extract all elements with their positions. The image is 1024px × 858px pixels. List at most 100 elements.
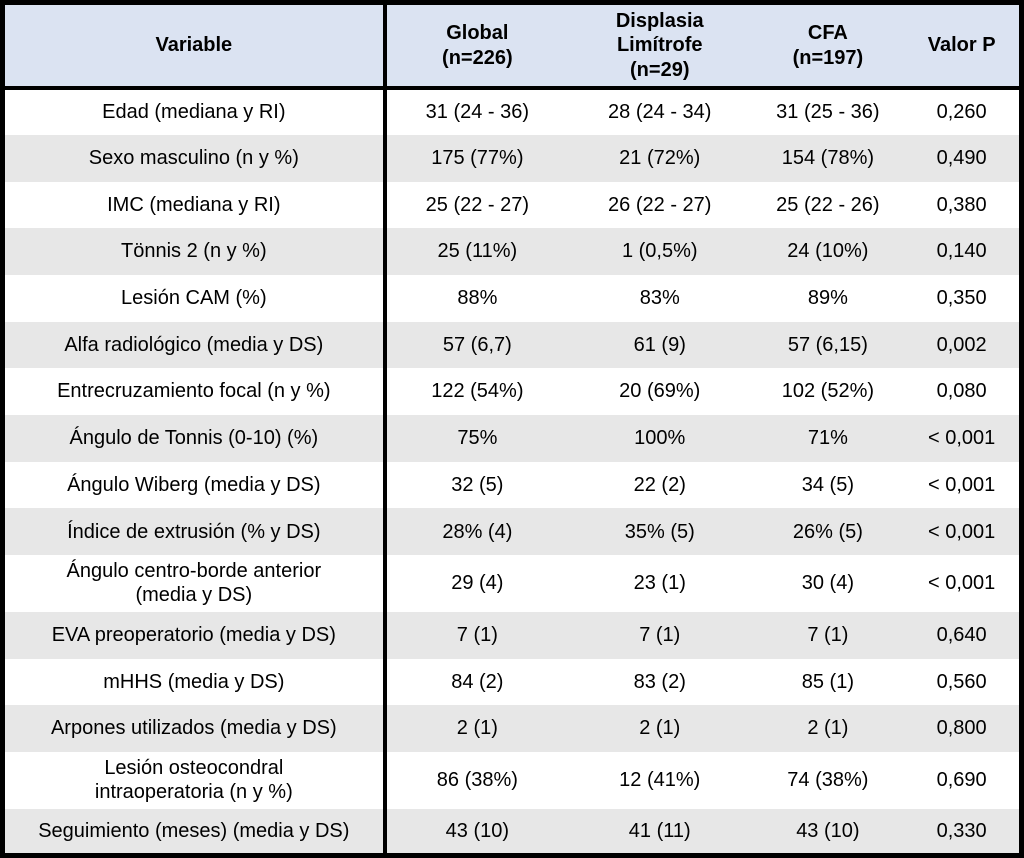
- table-row: IMC (mediana y RI) 25 (22 - 27) 26 (22 - 2…: [2, 181, 1022, 229]
- col-header-displasia-limitrofe: Displasia Limítrofe (n=29): [568, 2, 752, 91]
- table-row: mHHS (media y DS) 84 (2) 83 (2) 85 (1) 0,560: [2, 658, 1022, 706]
- cell-displasia: 83 (2): [633, 670, 686, 693]
- cell-valor-p: 0,330: [936, 819, 987, 842]
- table-header: Variable Global (n=226) Displasia Limítr…: [2, 2, 1022, 91]
- cell-displasia: 7 (1): [639, 624, 681, 647]
- cell-variable: Arpones utilizados (media y DS): [2, 705, 387, 752]
- cell-valor-p: 0,002: [936, 333, 987, 356]
- cell-global: 86 (38%): [436, 769, 518, 792]
- cell-global: 88%: [457, 287, 498, 310]
- cell-global: 25 (11%): [437, 240, 518, 263]
- cell-variable: mHHS (media y DS): [2, 658, 387, 706]
- table-row: Alfa radiológico (media y DS) 57 (6,7) 61 …: [2, 321, 1022, 369]
- cell-valor-p: < 0,001: [928, 427, 996, 450]
- cell-displasia: 22 (2): [633, 473, 686, 496]
- cell-valor-p: 0,380: [936, 193, 987, 216]
- table-row: Seguimiento (meses) (media y DS) 43 (10) 4…: [2, 808, 1022, 856]
- cell-displasia: 100%: [634, 427, 686, 450]
- cell-valor-p: 0,560: [936, 670, 987, 693]
- cell-valor-p: 0,690: [936, 769, 987, 792]
- cell-global: 84 (2): [451, 670, 504, 693]
- cell-cfa: 34 (5): [801, 473, 854, 496]
- cell-displasia: 1 (0,5%): [621, 240, 698, 263]
- cell-cfa: 26% (5): [792, 520, 863, 543]
- cell-variable: Seguimiento (meses) (media y DS): [2, 808, 387, 856]
- cell-global: 31 (24 - 36): [425, 101, 530, 124]
- col-header-cfa: CFA (n=197): [751, 2, 905, 91]
- cell-displasia: 20 (69%): [619, 380, 701, 403]
- cell-variable: Ángulo Wiberg (media y DS): [2, 461, 387, 509]
- cell-global: 43 (10): [445, 819, 510, 842]
- cell-displasia: 35% (5): [624, 520, 695, 543]
- table-row: EVA preoperatorio (media y DS) 7 (1) 7 (1)…: [2, 611, 1022, 659]
- table-row: Entrecruzamiento focal (n y %) 122 (54%) 2…: [2, 368, 1022, 415]
- cell-variable: Ángulo centro-borde anterior (media y DS…: [2, 555, 387, 612]
- cell-valor-p: 0,640: [936, 624, 987, 647]
- cell-valor-p: 0,080: [936, 380, 987, 403]
- table-row: Sexo masculino (n y %) 175 (77%) 21 (72%) 1…: [2, 134, 1022, 182]
- cell-variable: Índice de extrusión (% y DS): [2, 508, 387, 556]
- cell-displasia: 23 (1): [633, 572, 686, 595]
- table-row: Ángulo de Tonnis (0-10) (%) 75% 100% 71% < 0…: [2, 414, 1022, 462]
- cell-displasia: 41 (11): [628, 819, 691, 842]
- cell-displasia: 83%: [639, 287, 680, 310]
- cell-global: 2 (1): [456, 717, 498, 740]
- cell-cfa: 43 (10): [796, 819, 860, 842]
- table-row: Ángulo centro-borde anterior (media y DS…: [2, 555, 1022, 612]
- col-header-valor-p: Valor P: [904, 2, 1022, 91]
- cell-displasia: 2 (1): [639, 717, 681, 740]
- col-header-variable: Variable: [2, 2, 387, 91]
- table-row: Arpones utilizados (media y DS) 2 (1) 2 (1…: [2, 705, 1022, 752]
- cell-cfa: 74 (38%): [787, 769, 869, 792]
- cell-global: 28% (4): [442, 520, 513, 543]
- table-row: Tönnis 2 (n y %) 25 (11%) 1 (0,5%) 24 (10%)…: [2, 228, 1022, 275]
- cell-cfa: 31 (25 - 36): [776, 101, 880, 124]
- cell-valor-p: 0,800: [936, 717, 987, 740]
- cell-global: 7 (1): [456, 624, 498, 647]
- cell-variable: Lesión CAM (%): [2, 274, 387, 322]
- cell-cfa: 71%: [807, 427, 848, 450]
- table-row: Lesión CAM (%) 88% 83% 89% 0,350: [2, 274, 1022, 322]
- cell-cfa: 57 (6,15): [787, 333, 868, 356]
- cell-valor-p: 0,490: [936, 147, 987, 169]
- cell-variable: Ángulo de Tonnis (0-10) (%): [2, 414, 387, 462]
- table-row: Índice de extrusión (% y DS) 28% (4) 35% (…: [2, 508, 1022, 556]
- table-row: Lesión osteocondral intraoperatoria (n y…: [2, 751, 1022, 809]
- cell-cfa: 30 (4): [801, 572, 854, 595]
- cell-variable: Edad (mediana y RI): [2, 88, 387, 135]
- cell-variable: Alfa radiológico (media y DS): [2, 321, 387, 369]
- cell-variable: Lesión osteocondral intraoperatoria (n y…: [2, 751, 387, 809]
- cell-displasia: 12 (41%): [619, 769, 701, 792]
- table-row: Ángulo Wiberg (media y DS) 32 (5) 22 (2) 34…: [2, 461, 1022, 509]
- cell-valor-p: < 0,001: [928, 473, 996, 496]
- cell-variable: EVA preoperatorio (media y DS): [2, 611, 387, 659]
- cell-global: 175 (77%): [431, 147, 524, 169]
- cell-valor-p: < 0,001: [928, 520, 996, 543]
- cell-displasia: 26 (22 - 27): [608, 193, 712, 216]
- cell-global: 57 (6,7): [442, 333, 512, 356]
- cell-cfa: 154 (78%): [781, 147, 875, 169]
- cell-cfa: 24 (10%): [787, 240, 869, 263]
- cell-variable: Tönnis 2 (n y %): [2, 228, 387, 275]
- table-body: Edad (mediana y RI) 31 (24 - 36) 28 (24 - …: [2, 88, 1022, 856]
- cell-variable: Sexo masculino (n y %): [2, 134, 387, 182]
- cell-cfa: 2 (1): [807, 717, 849, 740]
- cell-variable: IMC (mediana y RI): [2, 181, 387, 229]
- cell-valor-p: 0,140: [936, 240, 987, 263]
- cell-cfa: 89%: [807, 287, 848, 310]
- cell-global: 32 (5): [451, 473, 504, 496]
- cell-cfa: 25 (22 - 26): [776, 193, 880, 216]
- cell-displasia: 28 (24 - 34): [608, 101, 712, 124]
- cell-valor-p: 0,260: [936, 101, 987, 124]
- cell-variable: Entrecruzamiento focal (n y %): [2, 368, 387, 415]
- cell-global: 75%: [457, 427, 498, 450]
- cell-cfa: 85 (1): [801, 670, 854, 693]
- table-row: Edad (mediana y RI) 31 (24 - 36) 28 (24 - …: [2, 88, 1022, 135]
- cell-global: 29 (4): [451, 572, 504, 595]
- cell-valor-p: < 0,001: [928, 572, 996, 595]
- cell-displasia: 61 (9): [633, 333, 686, 356]
- table-header-row: Variable Global (n=226) Displasia Limítr…: [2, 2, 1022, 91]
- cell-displasia: 21 (72%): [619, 147, 701, 169]
